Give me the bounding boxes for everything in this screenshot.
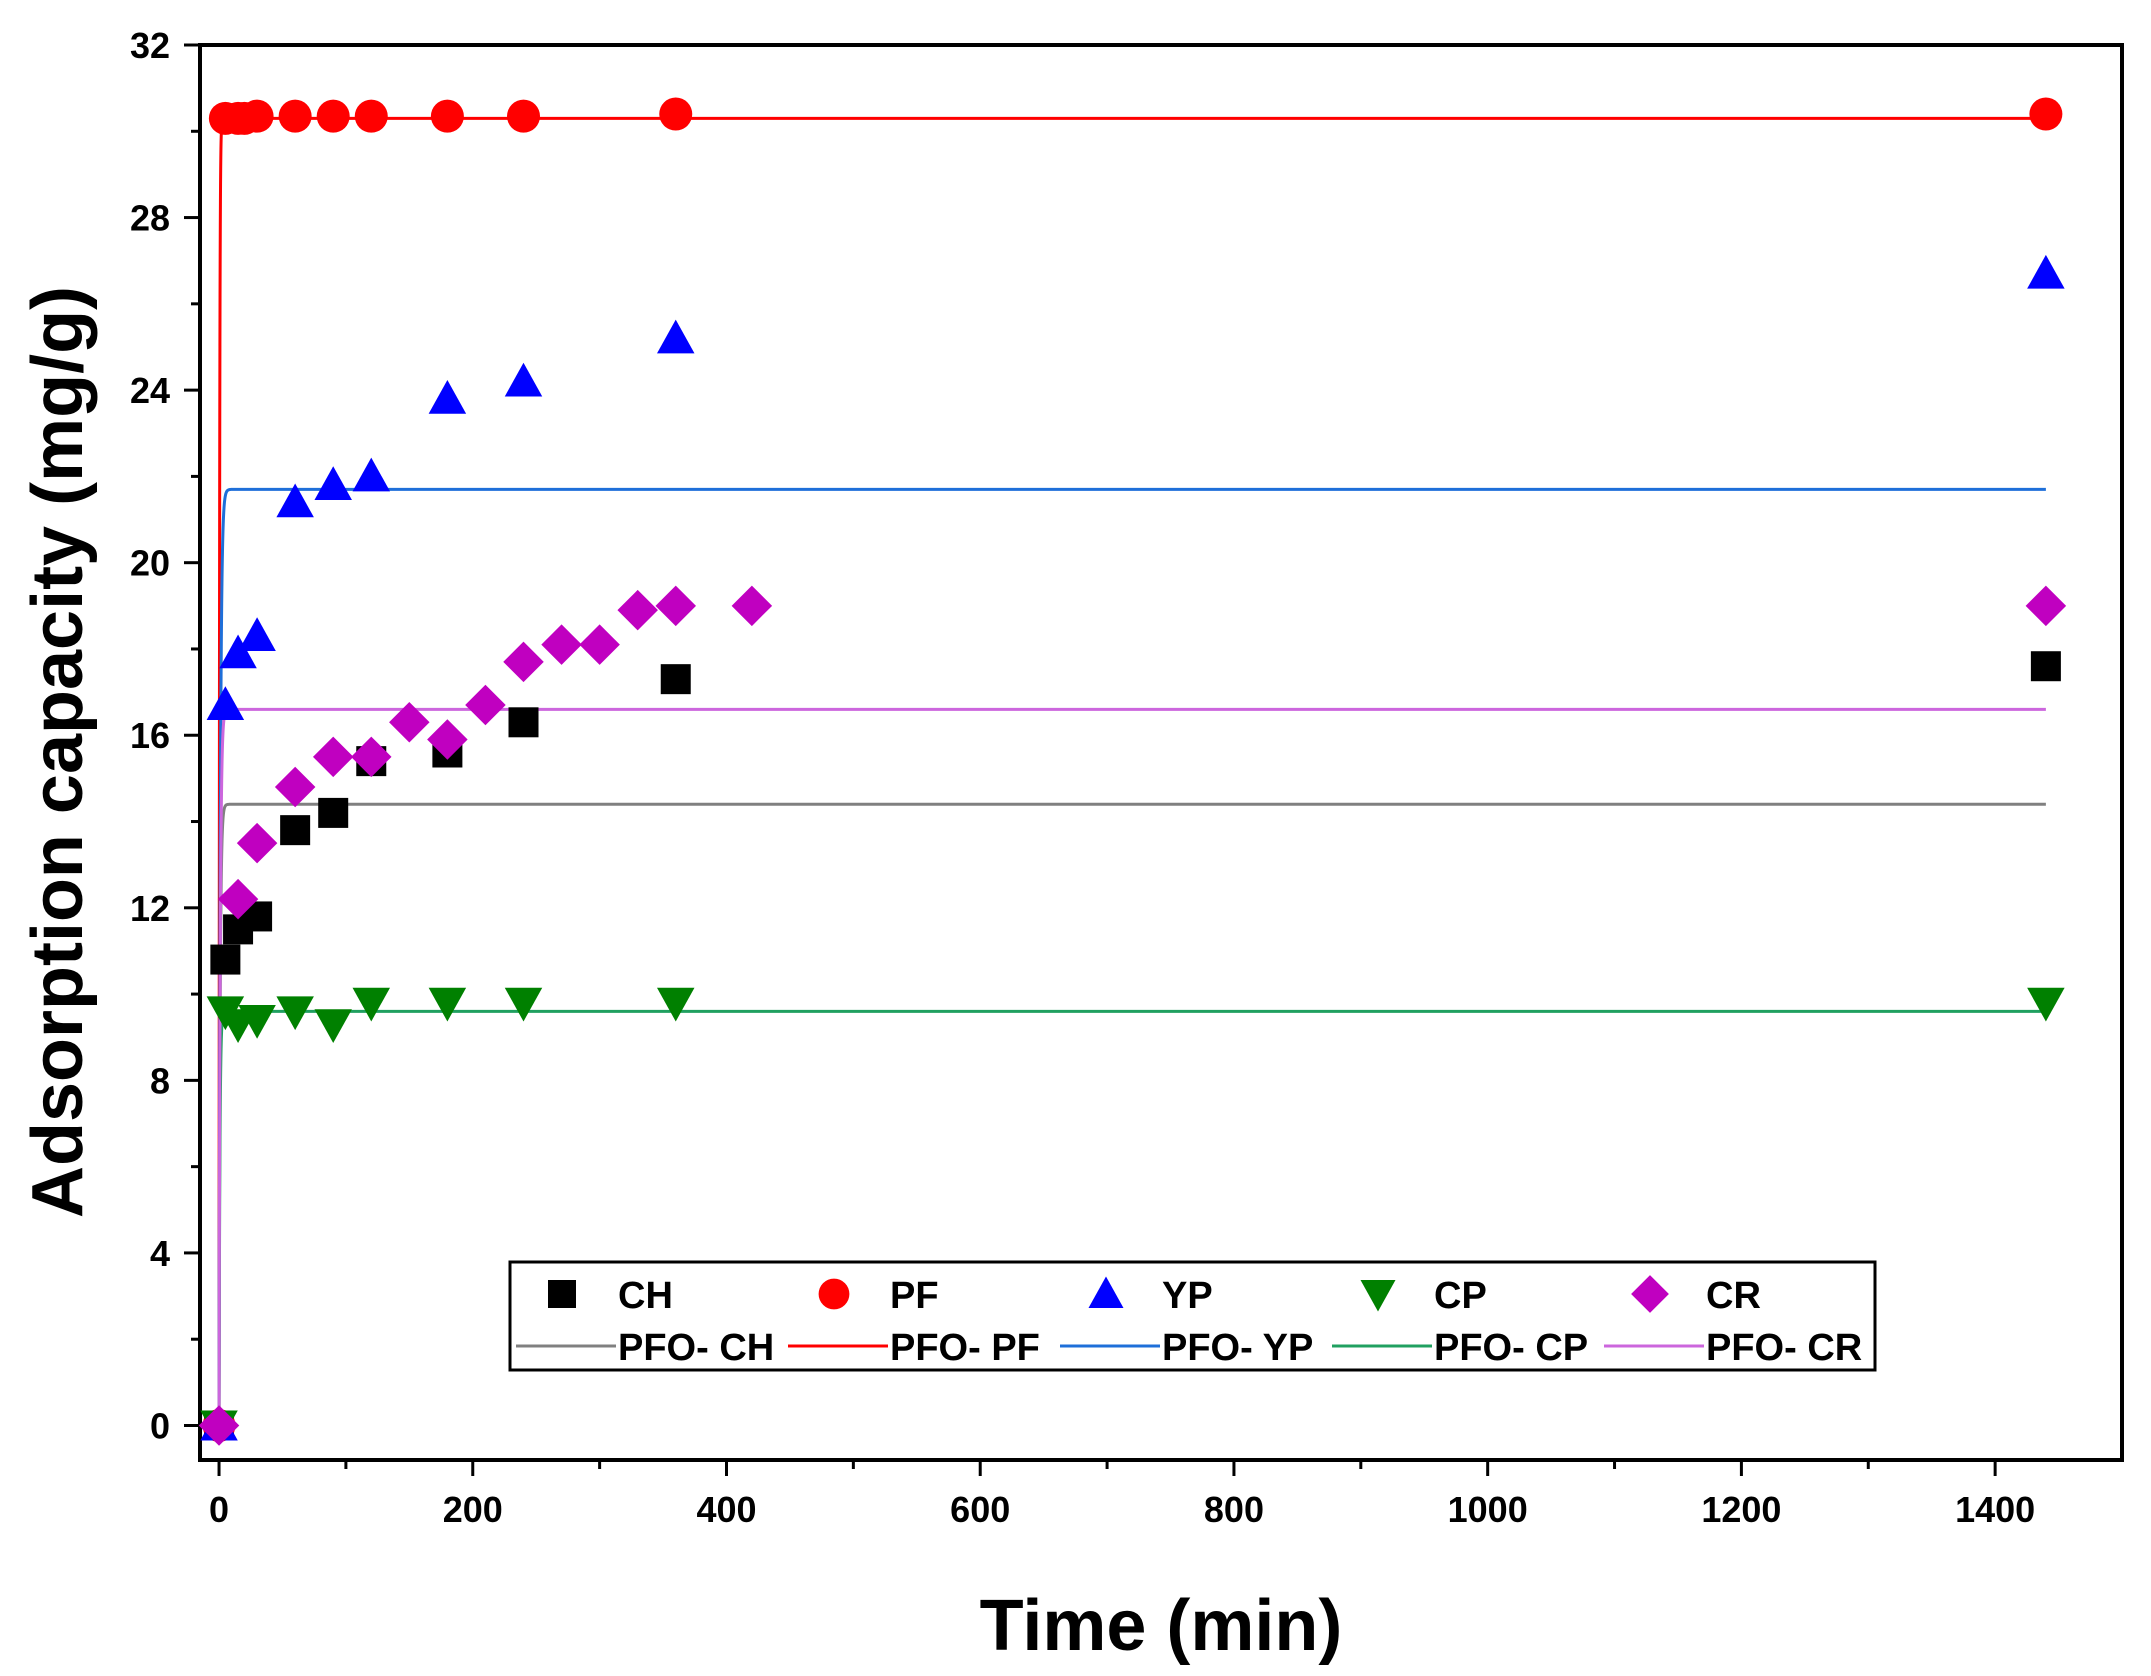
point-ch [318, 797, 349, 828]
point-cr [655, 585, 696, 627]
point-yp [276, 483, 314, 518]
point-pf [354, 99, 388, 133]
point-cr [465, 684, 506, 726]
point-cr [617, 589, 658, 631]
point-cr [198, 1405, 240, 1446]
point-cp [428, 987, 467, 1022]
point-ch [210, 944, 241, 975]
fit-line-pfo-yp [217, 487, 2046, 1426]
point-cr [351, 736, 392, 778]
x-tick-label: 1200 [1701, 1489, 1781, 1530]
legend: CH PF YP CP CR PFO- CH PFO- PF PFO- YP PFO- CP PF… [508, 1260, 1877, 1372]
point-cp [314, 1009, 352, 1044]
legend-label-pfo-cr: PFO- CR [1706, 1327, 1862, 1369]
x-tick-label: 200 [443, 1489, 503, 1530]
y-tick-label: 16 [130, 715, 170, 756]
legend-label-yp: YP [1162, 1275, 1213, 1317]
point-pf [659, 97, 693, 131]
point-yp [206, 686, 245, 721]
point-cp [276, 996, 314, 1031]
legend-label-pfo-yp: PFO- YP [1162, 1327, 1313, 1369]
point-cp [504, 987, 543, 1022]
point-cr [274, 766, 316, 808]
point-yp [219, 634, 257, 669]
x-tick-label: 1400 [1955, 1489, 2035, 1530]
y-tick-label: 4 [150, 1233, 170, 1274]
point-cr [312, 736, 354, 778]
y-tick-label: 12 [130, 888, 170, 929]
point-cp [656, 987, 695, 1022]
point-cp [352, 987, 391, 1022]
point-ch [2030, 651, 2061, 682]
y-tick-label: 32 [130, 25, 170, 66]
legend-label-cp: CP [1434, 1275, 1487, 1317]
x-tick-label: 0 [209, 1489, 229, 1530]
point-pf [240, 99, 274, 133]
x-tick-label: 400 [696, 1489, 756, 1530]
point-yp [504, 362, 543, 397]
point-yp [352, 457, 391, 492]
point-ch [660, 664, 691, 695]
fit-line-pfo-pf [217, 116, 2046, 1426]
point-pf [278, 99, 312, 133]
legend-label-pfo-cp: PFO- CP [1434, 1327, 1588, 1369]
legend-marker-pf [818, 1278, 850, 1310]
y-tick-label: 8 [150, 1060, 170, 1101]
point-ch [508, 707, 539, 738]
plot-frame [198, 43, 2124, 1462]
axes: 0 200 400 600 800 1000 1200 1400 0 4 8 12 16 20 24 28 32 [130, 25, 2035, 1530]
legend-marker-cr [1631, 1275, 1669, 1313]
legend-label-pfo-pf: PFO- PF [890, 1327, 1040, 1369]
point-ch [280, 815, 311, 846]
point-pf [316, 99, 350, 133]
point-pf [430, 99, 464, 133]
y-tick-label: 28 [130, 198, 170, 239]
point-cr [503, 641, 544, 683]
y-tick-label: 20 [130, 543, 170, 584]
fit-line-pfo-ch [217, 802, 2046, 1426]
point-yp [656, 319, 695, 354]
legend-label-ch: CH [618, 1275, 673, 1317]
legend-label-pf: PF [890, 1275, 939, 1317]
x-tick-label: 1000 [1448, 1489, 1528, 1530]
point-cr [2025, 585, 2067, 627]
legend-marker-cp [1360, 1280, 1396, 1312]
point-yp [2027, 254, 2065, 289]
x-tick-label: 800 [1204, 1489, 1264, 1530]
y-axis-title: Adsorption capacity (mg/g) [18, 286, 98, 1218]
y-tick-label: 24 [130, 370, 170, 411]
legend-label-cr: CR [1706, 1275, 1761, 1317]
x-tick-label: 600 [950, 1489, 1010, 1530]
point-pf [2029, 97, 2063, 131]
point-cp [238, 1004, 276, 1039]
point-cr [389, 702, 430, 743]
legend-marker-ch [548, 1280, 576, 1308]
point-yp [314, 466, 352, 501]
data-markers [198, 97, 2067, 1446]
point-cr [731, 585, 773, 627]
point-yp [428, 380, 467, 414]
point-cr [236, 822, 278, 864]
fit-lines [217, 116, 2046, 1426]
x-axis-title: Time (min) [980, 1586, 1343, 1666]
y-tick-label: 0 [150, 1405, 170, 1446]
point-cr [427, 719, 468, 760]
point-cr [541, 624, 582, 665]
legend-marker-yp [1088, 1276, 1124, 1308]
point-cr [579, 624, 620, 665]
legend-label-pfo-ch: PFO- CH [618, 1327, 774, 1369]
point-cr [217, 878, 259, 920]
point-pf [507, 99, 541, 133]
point-cp [2027, 987, 2065, 1022]
point-yp [238, 617, 276, 652]
